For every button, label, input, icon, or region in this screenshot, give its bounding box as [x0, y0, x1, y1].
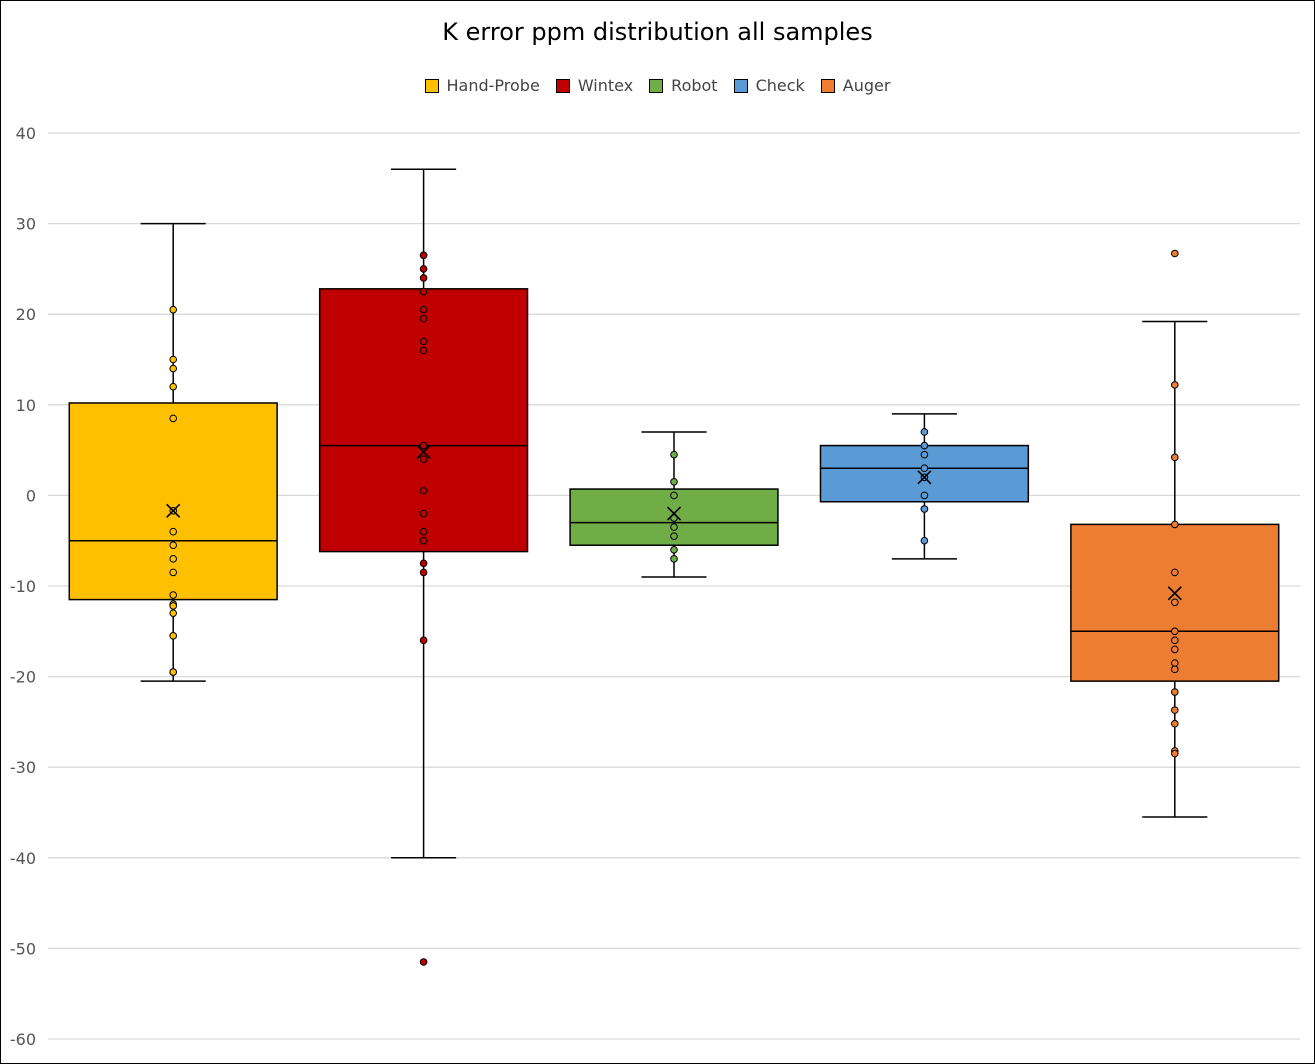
legend-label: Wintex	[577, 76, 634, 95]
legend-item: Robot	[649, 76, 718, 95]
legend-swatch	[820, 78, 835, 93]
y-tick-label: 10	[16, 396, 36, 415]
data-point	[419, 346, 428, 355]
outlier-point	[1171, 249, 1179, 258]
y-tick-label: -30	[10, 758, 36, 777]
data-point	[1171, 568, 1179, 577]
data-point	[1171, 381, 1179, 389]
legend-label: Hand-Probe	[446, 76, 540, 95]
data-point	[1171, 598, 1179, 607]
data-point	[169, 527, 177, 536]
data-point	[920, 536, 929, 545]
data-point	[419, 265, 428, 273]
y-tick-label: -10	[10, 577, 36, 596]
data-point	[419, 636, 428, 645]
data-point	[169, 382, 177, 391]
data-point	[419, 536, 428, 545]
mean-marker	[917, 470, 932, 485]
y-tick-label: -20	[10, 668, 36, 687]
data-point	[169, 364, 177, 373]
legend-swatch	[649, 78, 664, 93]
y-tick-label: 20	[16, 305, 36, 324]
data-point	[169, 632, 177, 640]
legend-item: Hand-Probe	[424, 76, 540, 95]
mean-marker	[1167, 586, 1182, 601]
data-point	[169, 414, 177, 423]
data-point	[419, 509, 428, 518]
data-point	[419, 251, 428, 260]
y-tick-label: -60	[10, 1030, 36, 1049]
data-point	[419, 441, 428, 450]
data-point	[169, 602, 177, 610]
data-point	[1171, 636, 1179, 645]
data-point	[419, 568, 428, 577]
data-point	[419, 487, 428, 495]
box-hand-probe	[68, 402, 278, 601]
data-point	[169, 609, 177, 617]
data-point	[419, 274, 428, 282]
data-point	[169, 355, 177, 364]
legend-swatch	[424, 78, 439, 93]
data-point	[169, 568, 177, 577]
data-point	[169, 555, 177, 563]
data-point	[169, 305, 177, 314]
legend-item: Check	[733, 76, 805, 95]
data-point	[670, 478, 678, 486]
data-point	[1171, 659, 1179, 667]
legend-label: Check	[755, 76, 805, 95]
data-point	[670, 555, 678, 563]
legend-swatch	[733, 78, 748, 93]
data-point	[920, 441, 929, 450]
y-tick-label: 40	[16, 124, 36, 143]
data-point	[419, 337, 428, 346]
data-point	[419, 305, 428, 314]
mean-marker	[666, 506, 682, 521]
legend-item: Auger	[820, 76, 891, 95]
data-point	[419, 287, 428, 296]
data-point	[1171, 520, 1179, 529]
data-point	[670, 491, 678, 500]
legend-swatch	[555, 78, 570, 93]
data-point	[1171, 453, 1179, 462]
box-wintex	[318, 288, 529, 553]
legend-label: Auger	[842, 76, 891, 95]
mean-marker	[166, 503, 181, 518]
data-point	[920, 464, 929, 473]
data-point	[1171, 706, 1179, 714]
legend-item: Wintex	[555, 76, 634, 95]
data-point	[1171, 688, 1179, 696]
y-tick-label: -50	[10, 939, 36, 958]
mean-marker	[416, 444, 431, 459]
data-point	[419, 314, 428, 323]
data-point	[920, 428, 929, 436]
data-point	[670, 514, 678, 522]
outlier-point	[419, 958, 428, 966]
data-point	[1171, 665, 1179, 674]
chart-title: K error ppm distribution all samples	[442, 18, 873, 46]
data-point	[419, 455, 428, 463]
data-point	[419, 527, 428, 536]
data-point	[670, 545, 678, 554]
legend-label: Robot	[671, 76, 718, 95]
chart-legend: Hand-Probe Wintex Robot Check Auger	[0, 76, 1315, 95]
data-point	[169, 668, 177, 676]
data-point	[169, 541, 177, 550]
data-point	[1171, 719, 1179, 728]
y-tick-label: 30	[16, 215, 36, 234]
data-point	[1171, 645, 1179, 654]
data-point	[169, 591, 177, 599]
data-point	[670, 450, 678, 459]
data-point	[920, 505, 929, 513]
y-tick-label: 0	[26, 486, 36, 505]
data-point	[1171, 749, 1179, 758]
data-point	[920, 450, 929, 459]
data-point	[670, 523, 678, 531]
data-point	[670, 532, 678, 540]
data-point	[1171, 627, 1179, 636]
y-tick-label: -40	[10, 849, 36, 868]
data-point	[419, 559, 428, 568]
data-point	[920, 491, 929, 500]
